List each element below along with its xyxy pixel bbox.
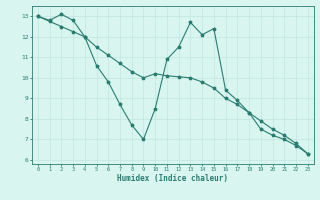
X-axis label: Humidex (Indice chaleur): Humidex (Indice chaleur) xyxy=(117,174,228,183)
